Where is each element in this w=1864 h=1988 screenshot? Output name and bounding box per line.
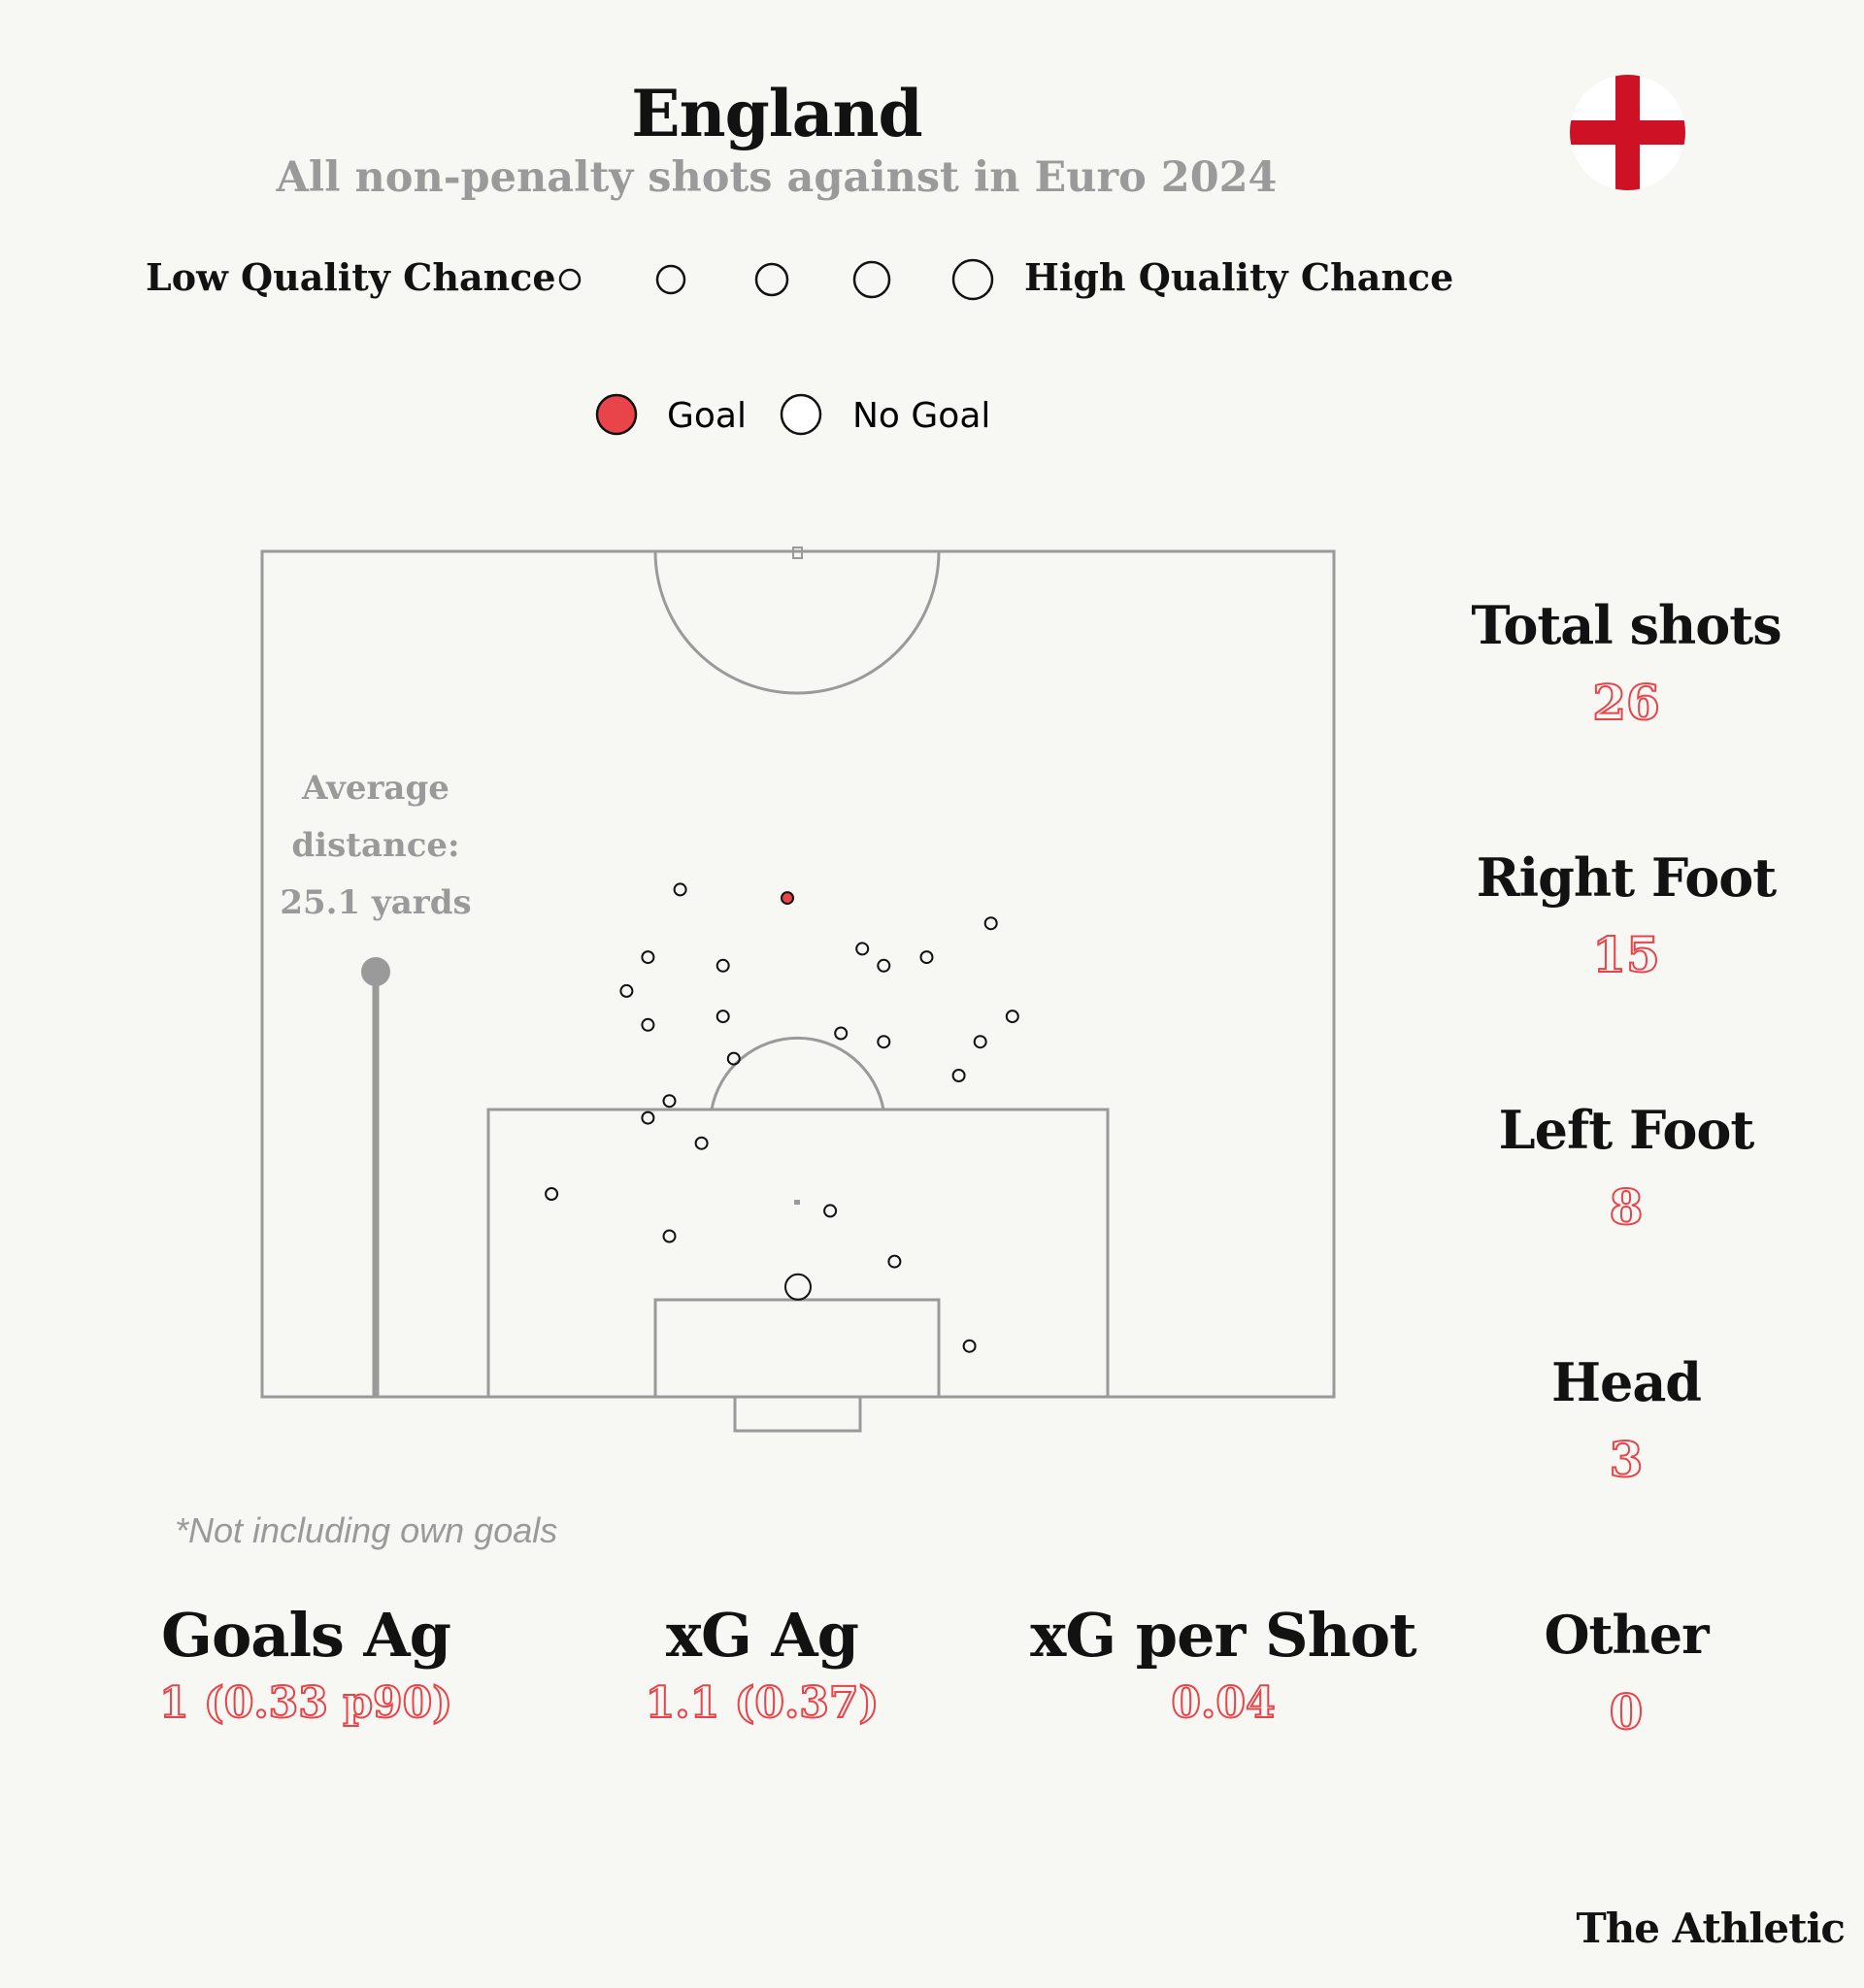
stat-right-foot: Right Foot 15: [1427, 846, 1825, 984]
shot-marker-5: [641, 1110, 655, 1125]
shot-marker-12: [919, 950, 934, 965]
shot-markers: [545, 882, 1019, 1353]
pitch-boundary: [260, 549, 1336, 1399]
penalty-area: [486, 1108, 1110, 1399]
shot-marker-3: [641, 1017, 655, 1032]
chart-subtitle: All non-penalty shots against in Euro 20…: [276, 153, 1278, 202]
shot-marker-24: [962, 1339, 977, 1353]
shot-marker-16: [877, 1035, 891, 1049]
high-quality-label: High Quality Chance: [1024, 255, 1454, 299]
centre-circle: [653, 550, 941, 695]
summary-goals-against: Goals Ag 1 (0.33 p90): [107, 1600, 505, 1729]
penalty-arc: [710, 1036, 885, 1110]
footnote: *Not including own goals: [175, 1510, 558, 1550]
shot-marker-8: [716, 1010, 730, 1024]
shot-marker-18: [951, 1069, 966, 1082]
stat-head: Head 3: [1427, 1351, 1825, 1489]
shot-marker-6: [694, 1136, 709, 1150]
shot-marker-1: [641, 950, 655, 965]
penalty-spot: [794, 1200, 800, 1205]
average-distance-marker: [361, 957, 390, 986]
england-flag-icon: [1570, 75, 1685, 190]
summary-value: 1.1 (0.37): [645, 1677, 881, 1729]
no-goal-legend-label: No Goal: [852, 396, 990, 436]
quality-size-4-icon: [852, 260, 891, 299]
quality-size-3-icon: [754, 262, 789, 297]
chart-title: England: [631, 76, 922, 151]
summary-xg-against: xG Ag 1.1 (0.37): [563, 1600, 961, 1729]
six-yard-box: [653, 1298, 941, 1399]
stat-left-foot: Left Foot 8: [1427, 1099, 1825, 1237]
brand-logo: The Athletic: [1576, 1905, 1846, 1952]
stat-other: Other 0: [1427, 1604, 1825, 1741]
shot-marker-17: [973, 1035, 987, 1049]
shot-marker-21: [823, 1204, 838, 1218]
summary-xg-per-shot: xG per Shot 0.04: [1010, 1600, 1437, 1729]
stat-value: 15: [1591, 925, 1661, 984]
summary-value: 0.04: [1170, 1677, 1276, 1729]
summary-value: 1 (0.33 p90): [158, 1677, 453, 1729]
goal-legend-label: Goal: [667, 396, 747, 436]
shot-marker-23: [784, 1273, 812, 1301]
goal-legend-icon: [595, 393, 638, 436]
shot-marker-4: [662, 1094, 677, 1109]
summary-label: xG per Shot: [1030, 1600, 1416, 1671]
summary-label: Goals Ag: [161, 1600, 451, 1671]
low-quality-label: Low Quality Chance: [146, 255, 556, 299]
shot-marker-2: [619, 983, 634, 998]
shot-marker-11: [877, 958, 891, 973]
summary-label: xG Ag: [666, 1600, 859, 1671]
stat-label: Head: [1550, 1351, 1702, 1413]
no-goal-legend-icon: [780, 393, 822, 436]
goal-legend: Goal No Goal: [595, 393, 990, 436]
stat-label: Right Foot: [1476, 846, 1778, 909]
average-distance-label-3: 25.1 yards: [280, 883, 471, 922]
stat-total-shots: Total shots 26: [1427, 594, 1825, 732]
stat-value: 0: [1609, 1682, 1645, 1741]
shot-marker-14: [1005, 1010, 1019, 1024]
shot-marker-15: [834, 1026, 849, 1041]
stat-label: Total shots: [1471, 594, 1781, 656]
quality-size-legend: [558, 258, 994, 301]
stat-label: Left Foot: [1498, 1099, 1755, 1161]
centre-spot: [792, 547, 803, 559]
shot-marker-7: [716, 958, 730, 973]
shot-marker-13: [983, 916, 998, 931]
quality-size-5-icon: [951, 258, 994, 301]
shot-marker-0: [673, 882, 687, 897]
shot-marker-9: [726, 1051, 741, 1066]
average-distance-indicator: Average distance: 25.1 yards: [280, 769, 472, 1397]
quality-size-2-icon: [655, 264, 686, 295]
stat-label: Other: [1544, 1604, 1709, 1666]
stat-value: 3: [1609, 1430, 1645, 1489]
shot-marker-19: [545, 1187, 559, 1201]
quality-size-1-icon: [558, 268, 582, 291]
average-distance-label-1: Average: [301, 769, 449, 808]
stat-value: 8: [1609, 1177, 1645, 1237]
shot-map-pitch: Average distance: 25.1 yards: [260, 547, 1336, 1433]
pitch-lines: [260, 547, 1336, 1433]
shot-marker-20: [662, 1229, 677, 1243]
goal-shot-marker-0: [781, 891, 794, 906]
stat-value: 26: [1591, 673, 1661, 732]
goal-mouth: [733, 1395, 862, 1433]
shot-marker-22: [887, 1254, 902, 1269]
average-distance-label-2: distance:: [291, 826, 459, 865]
shot-marker-10: [855, 942, 870, 956]
